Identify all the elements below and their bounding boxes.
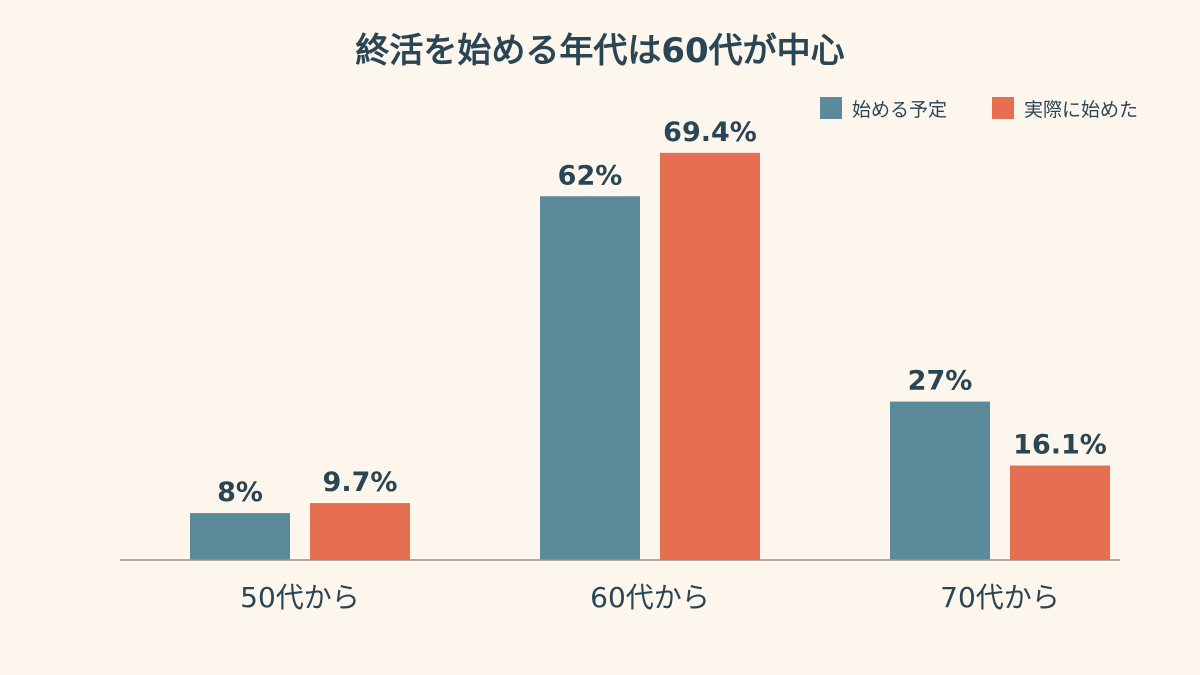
legend-label-series-2: 実際に始めた	[1024, 99, 1138, 121]
value-label-2-series-1: 62%	[558, 160, 623, 191]
bar-2-series-1	[540, 196, 640, 560]
bar-3-series-1	[890, 401, 990, 560]
chart-title: 終活を始める年代は60代が中心	[355, 31, 844, 71]
value-label-1-series-2: 9.7%	[323, 467, 398, 498]
category-label-3: 70代から	[940, 581, 1060, 614]
legend-swatch-series-1	[820, 97, 842, 119]
value-label-3-series-1: 27%	[908, 366, 973, 397]
category-label-1: 50代から	[240, 581, 360, 614]
bar-3-series-2	[1010, 465, 1110, 560]
legend: 始める予定 実際に始めた	[820, 97, 1138, 121]
value-label-3-series-2: 16.1%	[1013, 430, 1107, 461]
value-labels-group: 8% 9.7% 62% 69.4% 27% 16.1%	[217, 117, 1107, 508]
bars-group	[190, 152, 1110, 560]
category-label-2: 60代から	[590, 581, 710, 614]
legend-label-series-1: 始める予定	[852, 99, 947, 121]
bar-1-series-1	[190, 513, 290, 560]
value-label-1-series-1: 8%	[217, 477, 263, 508]
legend-swatch-series-2	[992, 97, 1014, 119]
bar-2-series-2	[660, 152, 760, 560]
bar-1-series-2	[310, 503, 410, 560]
category-labels-group: 50代から 60代から 70代から	[240, 581, 1060, 614]
value-label-2-series-2: 69.4%	[663, 117, 757, 148]
